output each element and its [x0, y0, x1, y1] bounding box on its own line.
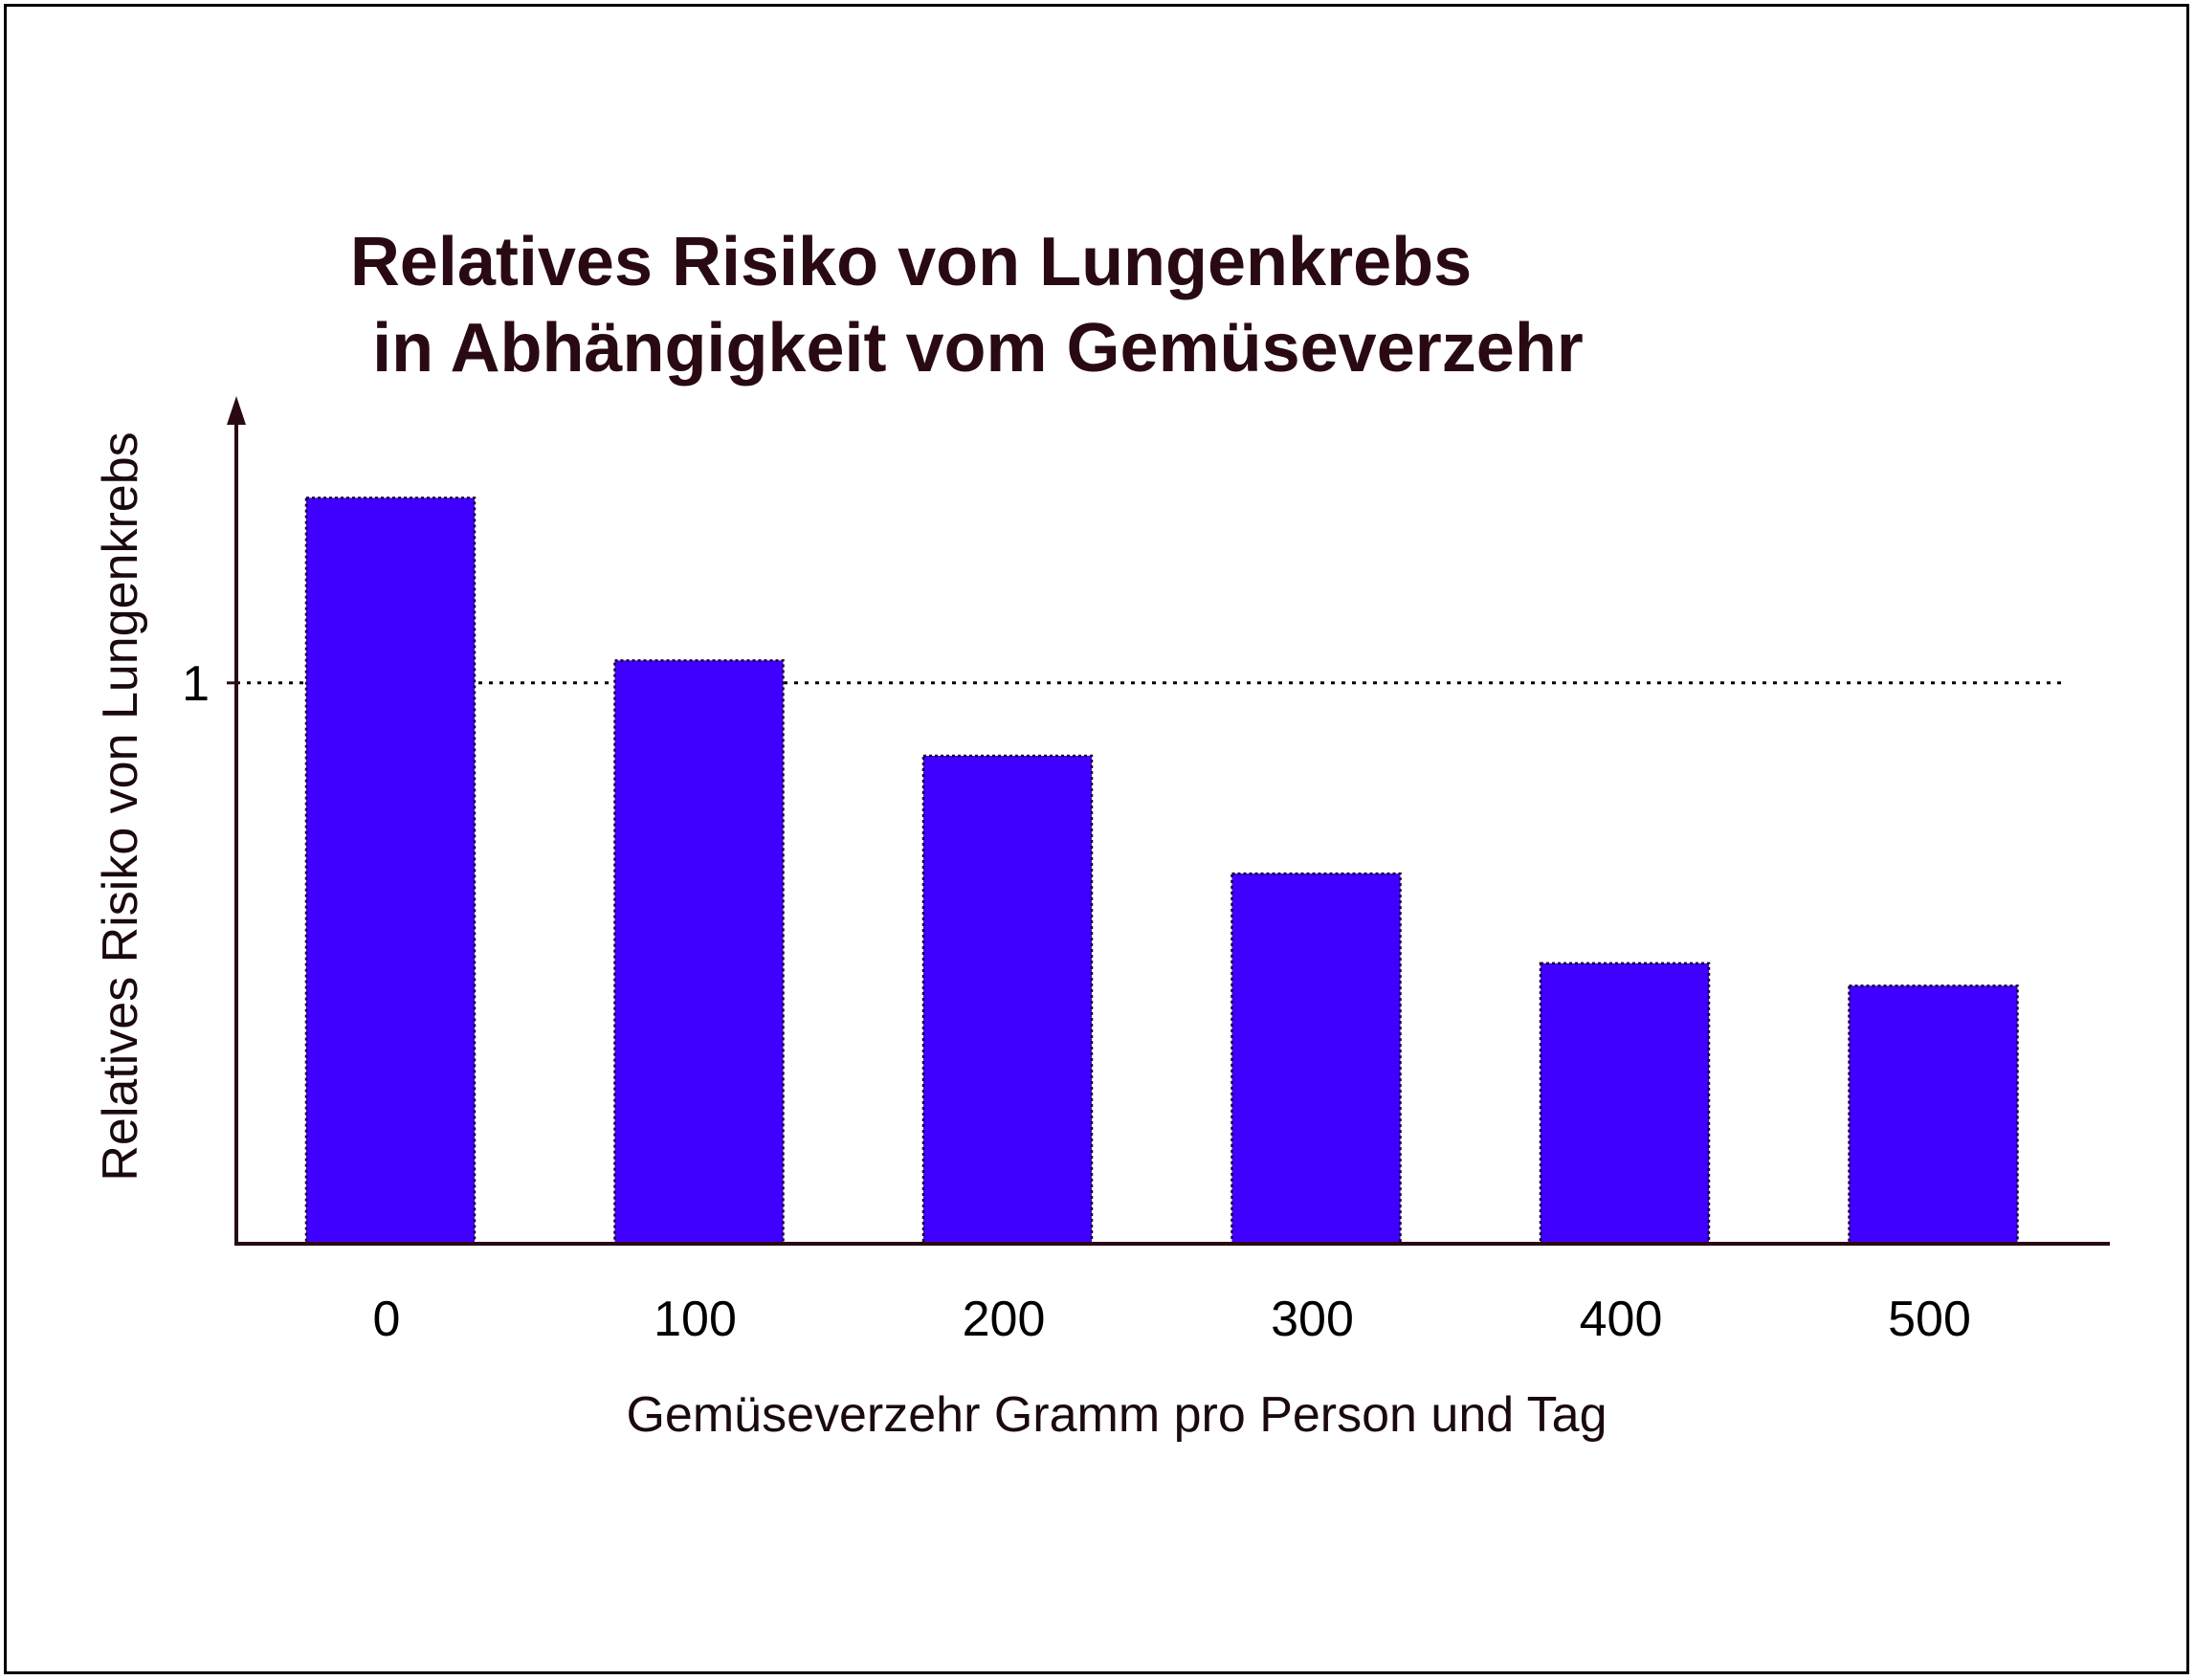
y-ticks-group: 1: [182, 656, 236, 712]
chart-title-line-2: in Abhängigkeit vom Gemüseverzehr: [372, 310, 1584, 387]
bar: [613, 659, 785, 1246]
y-tick-label: 1: [182, 656, 210, 712]
bar: [921, 754, 1094, 1246]
bar: [304, 497, 477, 1246]
x-tick-label: 200: [963, 1292, 1046, 1347]
bars-group: [304, 497, 2019, 1246]
x-ticks-group: 0 100 200 300 400 500: [373, 1292, 1971, 1347]
x-tick-label: 500: [1888, 1292, 1971, 1347]
x-tick-label: 0: [373, 1292, 401, 1347]
x-tick-label: 100: [654, 1292, 737, 1347]
bar: [1539, 962, 1711, 1246]
y-axis-arrow: [227, 396, 246, 425]
x-tick-label: 400: [1580, 1292, 1663, 1347]
bar: [1848, 984, 2019, 1246]
x-axis-label: Gemüseverzehr Gramm pro Person und Tag: [626, 1387, 1607, 1443]
chart-title-line-1: Relatives Risiko von Lungenkrebs: [350, 224, 1472, 300]
y-axis-label: Relatives Risiko von Lungenkrebs: [93, 431, 148, 1181]
bar: [1231, 872, 1402, 1246]
x-tick-label: 300: [1271, 1292, 1354, 1347]
